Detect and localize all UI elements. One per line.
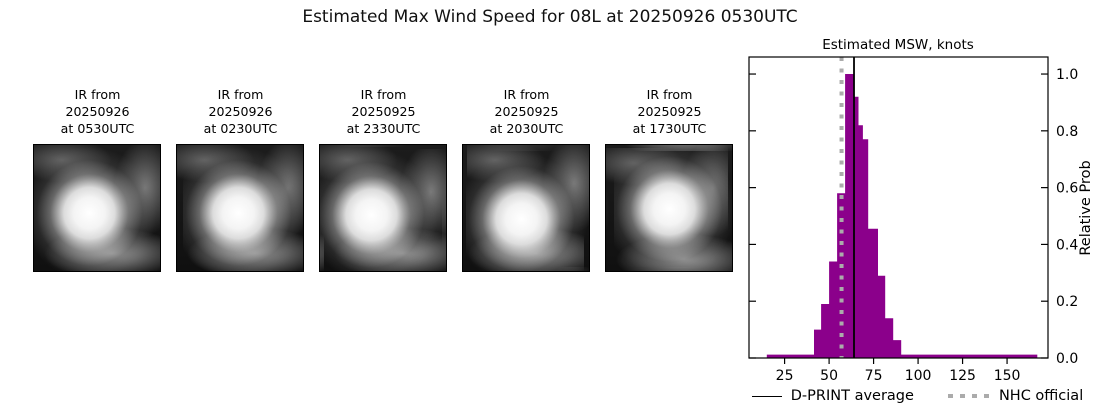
y-tick-label: 0.2 (1056, 294, 1078, 310)
y-axis-label: Relative Prob (1078, 160, 1094, 255)
y-tick-label: 0.4 (1056, 237, 1078, 253)
y-tick-label: 0.6 (1056, 181, 1078, 197)
ir-satellite-image (319, 144, 447, 272)
ir-panel-label: IR from 20250925 at 2330UTC (346, 87, 421, 136)
ir-panel-1: IR from 20250926 at 0530UTC (33, 86, 162, 272)
y-tick-label: 0.0 (1056, 351, 1078, 367)
x-tick-label: 50 (820, 368, 838, 384)
ir-panel-label: IR from 20250926 at 0530UTC (60, 87, 135, 136)
msw-histogram: Estimated MSW, knots 25 50 75 100 125 150 0.0 0… (748, 37, 1094, 384)
legend-label-nhc: NHC official (998, 388, 1084, 404)
ir-panel-5: IR from 20250925 at 1730UTC (605, 86, 734, 272)
chart-title: Estimated MSW, knots (822, 37, 974, 53)
legend-label-dprint: D-PRINT average (790, 388, 914, 404)
histogram-bars (766, 74, 1038, 358)
x-tick-label: 100 (905, 368, 932, 384)
dotted-line-swatch-icon (947, 394, 990, 398)
ir-panel-label: IR from 20250925 at 1730UTC (632, 87, 707, 136)
ir-panel-label: IR from 20250925 at 2030UTC (489, 87, 564, 136)
ir-panel-2: IR from 20250926 at 0230UTC (176, 86, 305, 272)
ir-panel-4: IR from 20250925 at 2030UTC (462, 86, 591, 272)
ir-panel-3: IR from 20250925 at 2330UTC (319, 86, 448, 272)
ir-satellite-image (33, 144, 161, 272)
solid-line-swatch-icon (751, 395, 782, 397)
legend-item-nhc: NHC official (947, 388, 1084, 404)
ir-satellite-image (176, 144, 304, 272)
ir-satellite-image (462, 144, 590, 272)
y-tick-label: 1.0 (1056, 67, 1078, 83)
legend-item-dprint: D-PRINT average (751, 388, 914, 404)
y-tick-label: 0.8 (1056, 124, 1078, 140)
msw-histogram-wrap: Estimated MSW, knots 25 50 75 100 125 150 0.0 0… (735, 30, 1100, 385)
x-tick-label: 125 (949, 368, 976, 384)
figure-title: Estimated Max Wind Speed for 08L at 2025… (302, 7, 798, 27)
ir-panel-label: IR from 20250926 at 0230UTC (203, 87, 278, 136)
x-tick-label: 75 (865, 368, 883, 384)
x-tick-label: 25 (776, 368, 794, 384)
ir-satellite-image (605, 144, 733, 272)
x-tick-label: 150 (994, 368, 1021, 384)
chart-legend: D-PRINT average NHC official (735, 384, 1100, 408)
